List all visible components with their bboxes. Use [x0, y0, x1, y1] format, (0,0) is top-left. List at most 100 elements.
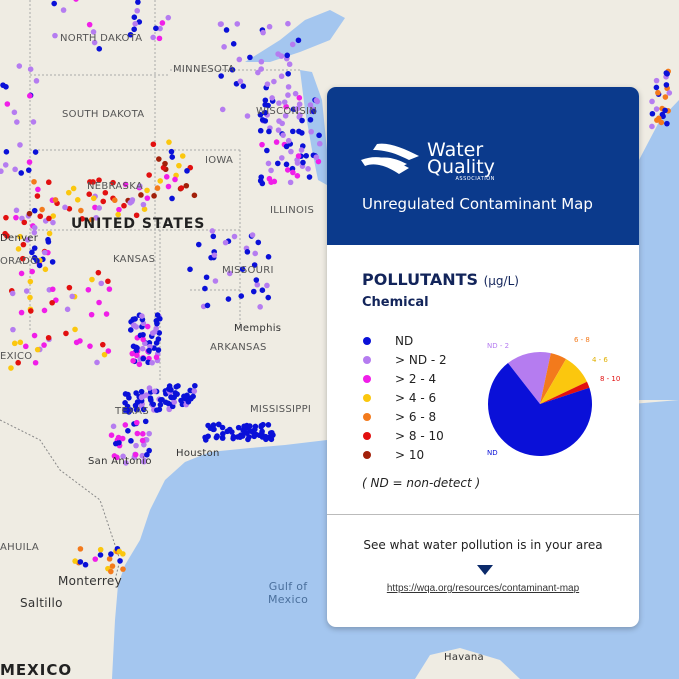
sample-dot[interactable] [35, 186, 41, 193]
sample-dot[interactable] [133, 324, 140, 330]
sample-dot[interactable] [307, 102, 314, 108]
sample-dot[interactable] [122, 181, 129, 188]
sample-dot[interactable] [662, 94, 669, 100]
sample-dot[interactable] [143, 392, 150, 398]
sample-dot[interactable] [653, 106, 660, 112]
sample-dot[interactable] [3, 214, 9, 221]
sample-dot[interactable] [205, 422, 211, 429]
sample-dot[interactable] [32, 149, 39, 155]
sample-dot[interactable] [285, 84, 292, 90]
sample-dot[interactable] [259, 117, 266, 123]
sample-dot[interactable] [140, 331, 146, 338]
sample-dot[interactable] [20, 241, 27, 248]
sample-dot[interactable] [140, 355, 147, 362]
sample-dot[interactable] [259, 141, 265, 148]
sample-dot[interactable] [237, 78, 244, 85]
sample-dot[interactable] [203, 274, 210, 281]
sample-dot[interactable] [156, 406, 163, 413]
sample-dot[interactable] [258, 58, 265, 65]
sample-dot[interactable] [30, 119, 37, 125]
sample-dot[interactable] [41, 249, 48, 256]
sample-dot[interactable] [151, 193, 157, 199]
sample-dot[interactable] [45, 236, 51, 243]
sample-dot[interactable] [26, 159, 33, 165]
sample-dot[interactable] [218, 21, 224, 27]
sample-dot[interactable] [106, 556, 113, 562]
sample-dot[interactable] [257, 177, 264, 184]
sample-dot[interactable] [102, 189, 109, 196]
sample-dot[interactable] [165, 183, 172, 190]
sample-dot[interactable] [86, 191, 93, 197]
sample-dot[interactable] [15, 246, 22, 252]
sample-dot[interactable] [176, 162, 182, 169]
sample-dot[interactable] [12, 166, 18, 173]
sample-dot[interactable] [90, 29, 97, 35]
sample-dot[interactable] [202, 285, 208, 292]
sample-dot[interactable] [134, 7, 141, 14]
sample-dot[interactable] [72, 558, 78, 564]
sample-dot[interactable] [98, 280, 105, 287]
sample-dot[interactable] [138, 394, 145, 401]
sample-dot[interactable] [310, 108, 317, 115]
sample-dot[interactable] [269, 95, 275, 101]
sample-dot[interactable] [151, 329, 158, 335]
sample-dot[interactable] [234, 21, 241, 27]
sample-dot[interactable] [149, 359, 155, 366]
sample-dot[interactable] [31, 229, 38, 236]
sample-dot[interactable] [146, 347, 152, 354]
sample-dot[interactable] [306, 174, 313, 180]
sample-dot[interactable] [267, 430, 274, 436]
sample-dot[interactable] [220, 431, 226, 437]
sample-dot[interactable] [171, 399, 178, 405]
sample-dot[interactable] [69, 293, 76, 300]
sample-dot[interactable] [159, 20, 166, 26]
sample-dot[interactable] [141, 206, 148, 213]
sample-dot[interactable] [316, 140, 323, 147]
sample-dot[interactable] [72, 326, 78, 333]
sample-dot[interactable] [82, 561, 89, 568]
sample-dot[interactable] [132, 451, 139, 458]
sample-dot[interactable] [142, 418, 149, 425]
sample-dot[interactable] [144, 187, 150, 194]
sample-dot[interactable] [117, 558, 123, 564]
sample-dot[interactable] [103, 311, 110, 317]
sample-dot[interactable] [27, 66, 34, 72]
sample-dot[interactable] [191, 388, 198, 394]
sample-dot[interactable] [42, 266, 49, 273]
sample-dot[interactable] [120, 453, 126, 460]
sample-dot[interactable] [66, 284, 73, 291]
sample-dot[interactable] [244, 113, 251, 119]
sample-dot[interactable] [105, 278, 111, 285]
sample-dot[interactable] [62, 204, 68, 211]
sample-dot[interactable] [649, 123, 655, 130]
sample-dot[interactable] [663, 82, 670, 88]
sample-dot[interactable] [88, 311, 95, 318]
sample-dot[interactable] [223, 27, 230, 33]
sample-dot[interactable] [287, 179, 294, 186]
sample-dot[interactable] [262, 97, 269, 104]
sample-dot[interactable] [231, 233, 238, 240]
sample-dot[interactable] [2, 162, 9, 168]
sample-dot[interactable] [299, 117, 305, 124]
sample-dot[interactable] [169, 195, 175, 202]
sample-dot[interactable] [278, 155, 285, 161]
sample-dot[interactable] [154, 320, 160, 327]
sample-dot[interactable] [316, 132, 322, 139]
sample-dot[interactable] [133, 419, 140, 426]
sample-dot[interactable] [662, 107, 668, 114]
sample-dot[interactable] [85, 286, 92, 293]
sample-dot[interactable] [298, 147, 305, 153]
sample-dot[interactable] [105, 348, 112, 354]
sample-dot[interactable] [653, 77, 660, 84]
sample-dot[interactable] [26, 210, 33, 217]
sample-dot[interactable] [31, 178, 37, 185]
sample-dot[interactable] [146, 385, 153, 391]
sample-dot[interactable] [79, 216, 85, 222]
sample-dot[interactable] [265, 422, 272, 428]
sample-dot[interactable] [91, 39, 98, 46]
sample-dot[interactable] [313, 154, 320, 161]
sample-dot[interactable] [219, 424, 226, 431]
sample-dot[interactable] [138, 388, 145, 395]
sample-dot[interactable] [34, 346, 41, 353]
sample-dot[interactable] [250, 288, 257, 295]
